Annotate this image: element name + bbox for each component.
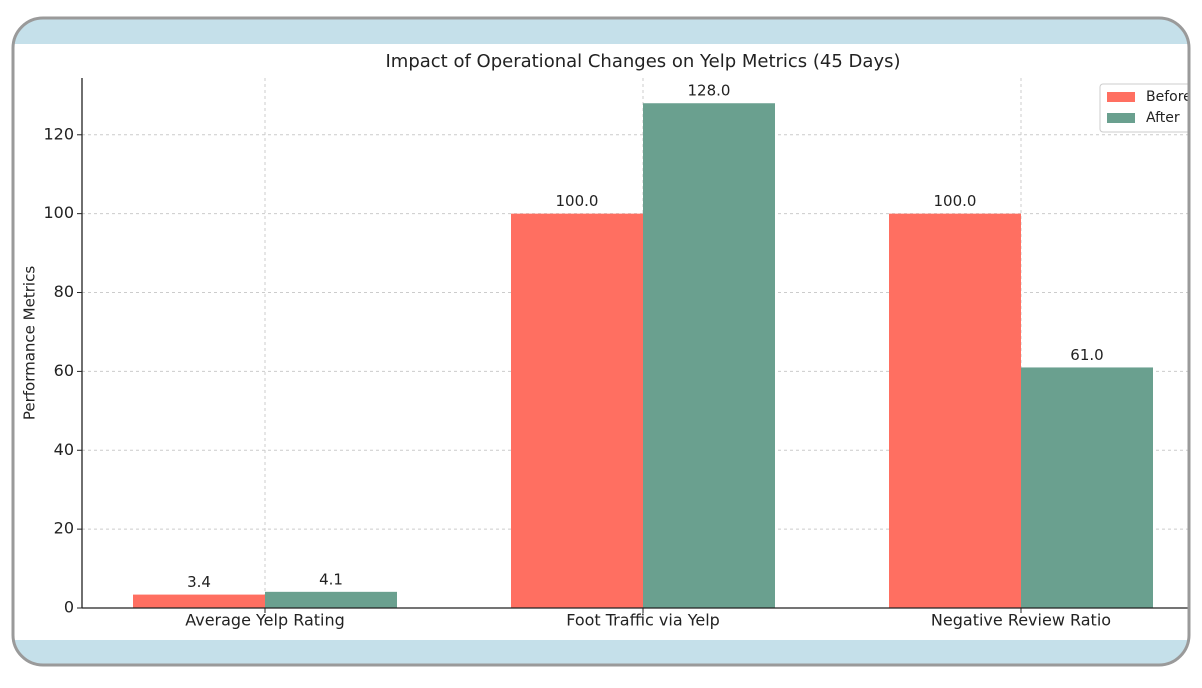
value-label: 4.1 bbox=[319, 570, 343, 588]
y-tick-label: 60 bbox=[54, 361, 74, 380]
top-band bbox=[0, 0, 1202, 44]
bar bbox=[889, 214, 1021, 608]
y-tick-label: 120 bbox=[43, 124, 74, 143]
legend-swatch bbox=[1107, 92, 1135, 102]
bar bbox=[1021, 367, 1153, 608]
legend-swatch bbox=[1107, 113, 1135, 123]
chart-title: Impact of Operational Changes on Yelp Me… bbox=[385, 51, 900, 72]
bar bbox=[643, 103, 775, 608]
y-tick-label: 20 bbox=[54, 519, 74, 538]
bar bbox=[133, 595, 265, 608]
value-label: 61.0 bbox=[1070, 346, 1103, 364]
x-tick-label: Foot Traffic via Yelp bbox=[566, 611, 720, 630]
legend-label: After bbox=[1146, 110, 1180, 126]
bar bbox=[511, 214, 643, 608]
x-tick-label: Average Yelp Rating bbox=[185, 611, 345, 630]
value-label: 128.0 bbox=[688, 82, 731, 100]
value-label: 3.4 bbox=[187, 573, 211, 591]
y-tick-label: 100 bbox=[43, 203, 74, 222]
value-label: 100.0 bbox=[556, 192, 599, 210]
x-tick-label: Negative Review Ratio bbox=[931, 611, 1111, 630]
bottom-band bbox=[0, 640, 1202, 684]
y-tick-label: 0 bbox=[64, 598, 74, 617]
legend-label: Before bbox=[1146, 89, 1192, 105]
y-axis-label: Performance Metrics bbox=[21, 266, 39, 420]
y-tick-label: 80 bbox=[54, 282, 74, 301]
y-tick-label: 40 bbox=[54, 440, 74, 459]
bar bbox=[265, 592, 397, 608]
value-label: 100.0 bbox=[934, 192, 977, 210]
